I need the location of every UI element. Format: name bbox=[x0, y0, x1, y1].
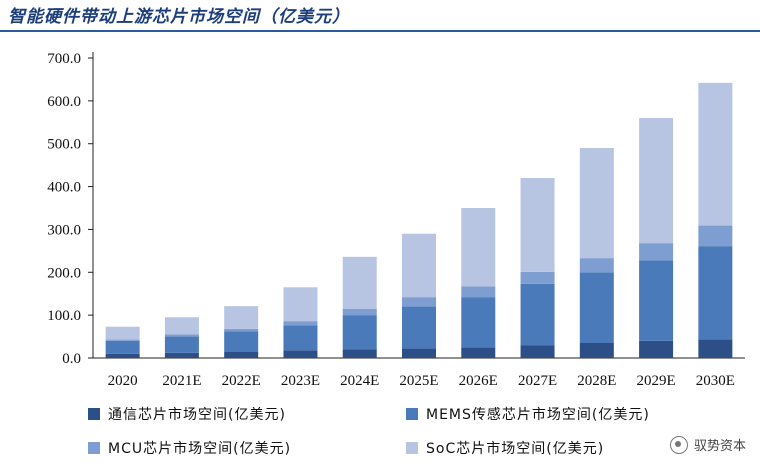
bar-segment bbox=[283, 325, 318, 351]
bar-segment bbox=[342, 349, 377, 358]
legend-label-mems: MEMS传感芯片市场空间(亿美元) bbox=[426, 407, 650, 423]
bar-segment bbox=[579, 343, 614, 358]
y-tick-label: 600.0 bbox=[47, 94, 81, 110]
x-tick-label: 2028E bbox=[577, 373, 616, 389]
legend-swatch-mcu bbox=[88, 442, 100, 454]
legend-swatch-mems bbox=[406, 408, 418, 420]
x-tick-label: 2024E bbox=[340, 373, 379, 389]
legend-item-mems: MEMS传感芯片市场空间(亿美元) bbox=[406, 404, 726, 424]
x-tick-label: 2023E bbox=[281, 373, 320, 389]
y-tick-label: 200.0 bbox=[47, 265, 81, 281]
bar-segment bbox=[283, 321, 318, 326]
legend-label-comm: 通信芯片市场空间(亿美元) bbox=[108, 407, 286, 423]
bar-segment bbox=[105, 339, 140, 341]
bar-segment bbox=[224, 331, 259, 352]
bar-segment bbox=[520, 345, 555, 358]
x-tick-label: 2026E bbox=[459, 373, 498, 389]
legend-item-soc: SoC芯片市场空间(亿美元) bbox=[406, 438, 726, 458]
bar-segment bbox=[164, 352, 199, 358]
bar-segment bbox=[639, 118, 674, 244]
legend-item-comm: 通信芯片市场空间(亿美元) bbox=[88, 404, 406, 424]
legend-item-mcu: MCU芯片市场空间(亿美元) bbox=[88, 438, 406, 458]
x-tick-label: 2022E bbox=[222, 373, 261, 389]
bar-segment bbox=[698, 339, 733, 358]
y-tick-label: 500.0 bbox=[47, 137, 81, 153]
bar-segment bbox=[224, 306, 259, 329]
legend-label-mcu: MCU芯片市场空间(亿美元) bbox=[108, 441, 292, 457]
bar-segment bbox=[164, 336, 199, 353]
bar-segment bbox=[579, 258, 614, 273]
wechat-icon bbox=[669, 435, 688, 454]
x-tick-label: 2027E bbox=[518, 373, 557, 389]
bar-segment bbox=[402, 306, 436, 349]
x-tick-label: 2020 bbox=[108, 373, 138, 389]
bar-segment bbox=[520, 283, 555, 346]
legend-swatch-comm bbox=[88, 408, 100, 420]
y-tick-label: 100.0 bbox=[47, 308, 81, 324]
chart-legend: 通信芯片市场空间(亿美元) MEMS传感芯片市场空间(亿美元) MCU芯片市场空… bbox=[88, 404, 738, 458]
bar-segment bbox=[461, 286, 496, 298]
x-tick-label: 2030E bbox=[696, 373, 735, 389]
title-divider bbox=[0, 30, 760, 32]
bar-segment bbox=[402, 297, 436, 307]
x-tick-label: 2025E bbox=[399, 373, 438, 389]
stacked-bar-chart: 0.0 100.0 200.0 300.0 400.0 500.0 600.0 700.0 20… bbox=[47, 51, 745, 389]
bar-segment bbox=[579, 272, 614, 343]
y-tick-label: 700.0 bbox=[47, 51, 81, 67]
bar-segment bbox=[639, 260, 674, 341]
bar-segment bbox=[342, 308, 377, 316]
bar-segment bbox=[105, 326, 140, 340]
bar-segment bbox=[461, 208, 496, 287]
bar-segment bbox=[105, 340, 140, 354]
chart-title: 智能硬件带动上游芯片市场空间（亿美元） bbox=[8, 7, 350, 27]
bar-segment bbox=[520, 271, 555, 284]
bar-segment bbox=[224, 352, 259, 358]
watermark-text: 驭势资本 bbox=[693, 439, 746, 454]
legend-label-soc: SoC芯片市场空间(亿美元) bbox=[426, 441, 605, 457]
bar-segment bbox=[698, 225, 733, 247]
bar-segment bbox=[579, 148, 614, 259]
bar-segment bbox=[698, 246, 733, 340]
bar-segment bbox=[164, 317, 199, 335]
bar-segment bbox=[639, 340, 674, 358]
bar-segment bbox=[342, 256, 377, 309]
y-tick-label: 400.0 bbox=[47, 180, 81, 196]
bar-segment bbox=[520, 178, 555, 272]
x-tick-label: 2021E bbox=[162, 373, 201, 389]
x-tick-label: 2029E bbox=[637, 373, 676, 389]
watermark: 驭势资本 bbox=[669, 435, 746, 454]
bar-segment bbox=[402, 233, 436, 298]
bar-segment bbox=[639, 243, 674, 261]
bar-segment bbox=[283, 287, 318, 322]
bar-segment bbox=[105, 353, 140, 358]
bar-segment bbox=[224, 328, 259, 332]
y-tick-label: 300.0 bbox=[47, 222, 81, 238]
y-tick-label: 0.0 bbox=[62, 351, 81, 367]
bar-segment bbox=[283, 350, 318, 358]
bar-segment bbox=[698, 82, 733, 226]
bar-segment bbox=[461, 347, 496, 358]
bar-segment bbox=[402, 348, 436, 358]
bar-segment bbox=[342, 315, 377, 350]
legend-swatch-soc bbox=[406, 442, 418, 454]
bar-segment bbox=[164, 334, 199, 337]
bar-segment bbox=[461, 297, 496, 348]
